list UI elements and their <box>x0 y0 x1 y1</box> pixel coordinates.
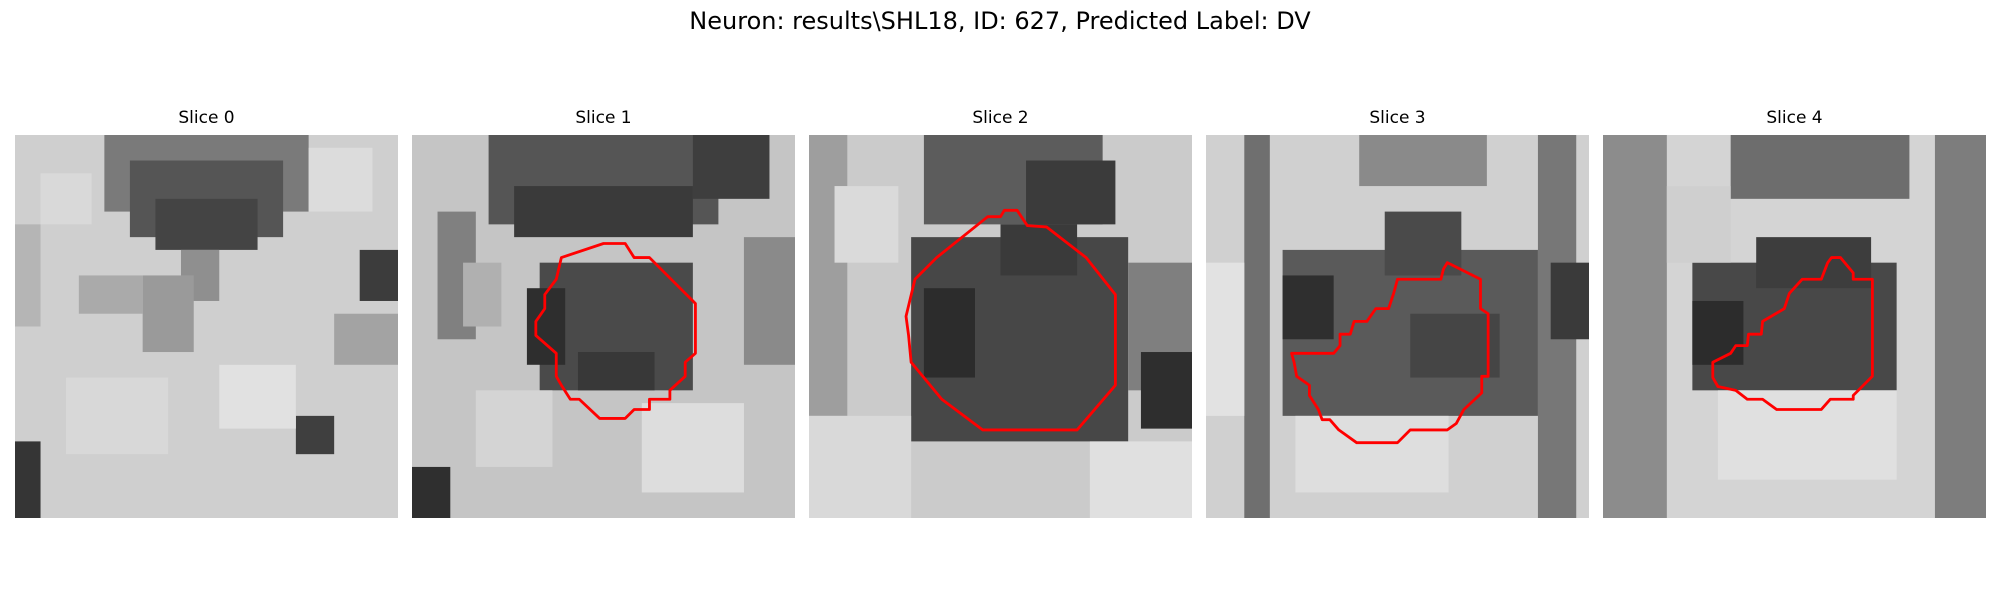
slice-panel-3: Slice 3 <box>1206 108 1589 518</box>
slice-image-0 <box>15 135 398 518</box>
slice-title-4: Slice 4 <box>1766 108 1823 128</box>
slice-title-1: Slice 1 <box>575 108 632 128</box>
slice-title-2: Slice 2 <box>972 108 1029 128</box>
slice-panel-4: Slice 4 <box>1603 108 1986 518</box>
contour-2 <box>904 208 1117 432</box>
slice-title-3: Slice 3 <box>1369 108 1426 128</box>
figure-title: Neuron: results\SHL18, ID: 627, Predicte… <box>689 7 1311 35</box>
contour-4 <box>1711 256 1874 411</box>
slice-panel-2: Slice 2 <box>809 108 1192 518</box>
slice-image-1 <box>412 135 795 518</box>
slice-title-0: Slice 0 <box>178 108 235 128</box>
slice-image-3 <box>1206 135 1589 518</box>
slice-panel-0: Slice 0 <box>15 108 398 518</box>
slice-image-4 <box>1603 135 1986 518</box>
slice-panel-1: Slice 1 <box>412 108 795 518</box>
contour-1 <box>534 242 697 420</box>
contour-3 <box>1290 261 1490 445</box>
slice-image-2 <box>809 135 1192 518</box>
